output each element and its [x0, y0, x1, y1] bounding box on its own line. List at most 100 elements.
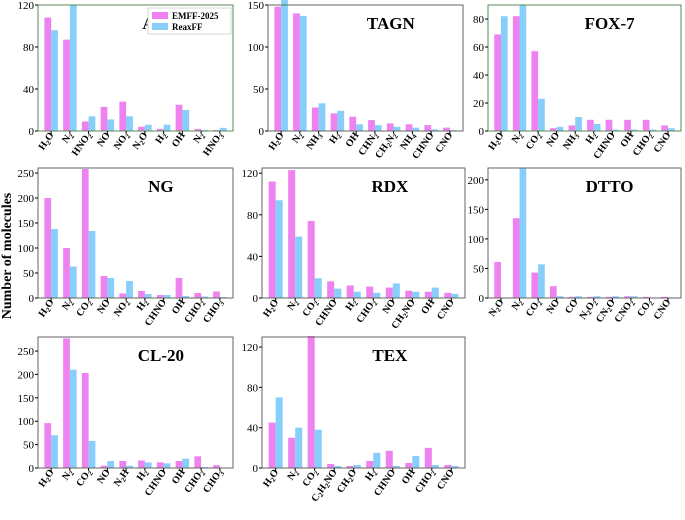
bar-emff-1 — [293, 13, 300, 131]
bar-reaxff-6 — [393, 283, 400, 298]
bar-emff-2 — [531, 273, 538, 298]
bar-reaxff-9 — [451, 294, 458, 298]
x-tick-label: HNO2 — [70, 130, 95, 159]
x-tick-label: CO2 — [74, 297, 95, 319]
bar-emff-7 — [176, 278, 183, 298]
y-tick-label: 250 — [18, 168, 35, 180]
y-tick-label: 50 — [473, 263, 485, 275]
bar-reaxff-1 — [295, 237, 302, 298]
bar-reaxff-7 — [412, 128, 419, 131]
figure-y-axis-label: Number of molecules — [0, 156, 16, 356]
bar-emff-6 — [606, 120, 613, 131]
x-tick-label: CHO2 — [631, 130, 656, 159]
bar-emff-3 — [101, 276, 108, 298]
bar-emff-9 — [444, 293, 451, 298]
y-tick-label: 40 — [247, 423, 259, 435]
bar-emff-1 — [513, 218, 520, 298]
y-tick-label: 0 — [479, 126, 485, 138]
bar-reaxff-6 — [394, 127, 401, 131]
bar-emff-4 — [347, 286, 354, 298]
y-tick-label: 80 — [247, 210, 259, 222]
x-tick-label: H2 — [327, 130, 344, 147]
bar-reaxff-1 — [70, 267, 77, 299]
x-tick-label: NH3 — [561, 130, 582, 152]
x-tick-label: H2O — [267, 130, 288, 153]
bar-emff-3 — [327, 281, 334, 298]
chart-title: RDX — [371, 177, 409, 196]
y-tick-label: 200 — [468, 175, 485, 187]
y-tick-label: 0 — [253, 463, 259, 475]
chart-title: DTTO — [586, 177, 634, 196]
x-tick-label: H2 — [584, 130, 601, 147]
bar-emff-8 — [424, 125, 431, 131]
y-tick-label: 60 — [473, 42, 485, 54]
bar-reaxff-0 — [51, 30, 58, 131]
bar-reaxff-4 — [575, 117, 582, 131]
bar-reaxff-6 — [164, 463, 171, 468]
y-tick-label: 150 — [18, 393, 35, 405]
x-tick-label: CO2 — [74, 467, 95, 489]
x-tick-label: H2 — [344, 297, 361, 314]
bar-emff-4 — [119, 102, 126, 131]
y-tick-label: 0 — [29, 293, 35, 305]
bar-reaxff-2 — [89, 116, 96, 131]
bar-emff-1 — [63, 248, 70, 298]
y-tick-label: 150 — [18, 218, 35, 230]
bar-emff-6 — [386, 451, 393, 468]
y-tick-label: 150 — [248, 0, 265, 12]
bar-reaxff-2 — [315, 278, 322, 298]
bar-emff-4 — [119, 294, 126, 299]
bar-emff-7 — [176, 461, 183, 468]
bar-emff-3 — [327, 464, 334, 468]
x-tick-label: CNO — [434, 130, 456, 155]
y-tick-label: 0 — [29, 126, 35, 138]
bar-emff-1 — [288, 438, 295, 468]
bar-emff-4 — [119, 461, 126, 468]
y-tick-label: 100 — [248, 42, 265, 54]
bar-reaxff-1 — [295, 428, 302, 468]
y-tick-label: 120 — [242, 168, 259, 180]
x-tick-label: NO2 — [112, 130, 133, 152]
x-tick-label: NO — [545, 297, 563, 316]
bar-emff-2 — [82, 169, 89, 298]
y-tick-label: 40 — [23, 84, 35, 96]
bar-emff-0 — [494, 34, 501, 131]
bar-emff-9 — [213, 292, 220, 299]
y-tick-label: 100 — [468, 234, 485, 246]
bar-emff-5 — [138, 127, 145, 131]
bar-reaxff-0 — [51, 229, 58, 298]
bar-reaxff-5 — [145, 294, 152, 298]
y-tick-label: 50 — [253, 84, 265, 96]
x-tick-label: N2 — [60, 467, 76, 483]
x-tick-label: H2 — [363, 467, 380, 484]
bar-reaxff-5 — [373, 453, 380, 468]
x-tick-label: NO — [95, 297, 113, 316]
x-tick-label: HNO3 — [201, 130, 226, 159]
bar-emff-7 — [176, 105, 183, 131]
bar-emff-0 — [44, 18, 51, 131]
bar-reaxff-3 — [107, 119, 114, 131]
legend-label: EMFF-2025 — [172, 11, 219, 21]
bar-emff-3 — [101, 107, 108, 131]
y-tick-label: 40 — [473, 70, 485, 82]
bar-reaxff-0 — [51, 435, 58, 468]
bar-emff-5 — [366, 287, 373, 298]
x-tick-label: OH — [400, 467, 418, 486]
y-tick-label: 150 — [468, 204, 485, 216]
x-tick-label: CO2 — [524, 297, 545, 319]
bar-reaxff-0 — [281, 0, 288, 131]
x-tick-label: H2O — [261, 467, 282, 490]
y-tick-label: 50 — [23, 440, 35, 452]
x-tick-label: OH — [419, 297, 437, 316]
bar-emff-7 — [405, 291, 412, 298]
bar-reaxff-7 — [182, 459, 189, 468]
bar-reaxff-2 — [538, 264, 545, 298]
bar-emff-1 — [63, 338, 70, 468]
bar-reaxff-1 — [520, 5, 527, 131]
x-tick-label: H2 — [154, 130, 171, 147]
bar-reaxff-5 — [145, 125, 152, 131]
